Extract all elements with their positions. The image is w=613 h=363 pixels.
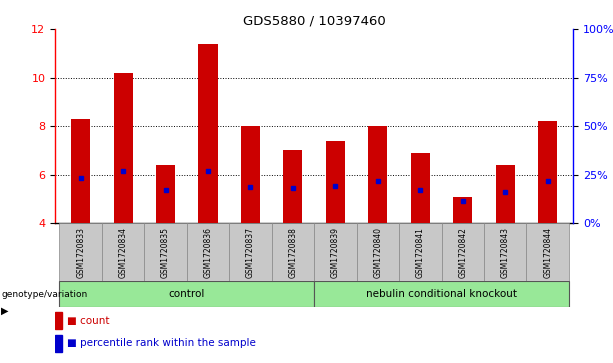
Bar <box>453 196 473 223</box>
Text: GSM1720843: GSM1720843 <box>501 227 510 278</box>
Bar <box>241 126 260 223</box>
Bar <box>71 119 90 223</box>
Bar <box>199 44 218 223</box>
Text: GSM1720842: GSM1720842 <box>459 227 467 278</box>
Text: GSM1720838: GSM1720838 <box>289 227 297 278</box>
Bar <box>368 126 387 223</box>
Bar <box>229 223 272 281</box>
Text: GSM1720839: GSM1720839 <box>331 227 340 278</box>
Bar <box>187 223 229 281</box>
Text: genotype/variation: genotype/variation <box>1 290 88 298</box>
Bar <box>496 165 515 223</box>
Bar <box>314 281 569 307</box>
Bar <box>314 223 357 281</box>
Bar <box>326 141 345 223</box>
Bar <box>59 281 314 307</box>
Text: GSM1720841: GSM1720841 <box>416 227 425 278</box>
Bar <box>441 223 484 281</box>
Text: control: control <box>169 289 205 299</box>
Bar <box>102 223 144 281</box>
Bar <box>283 150 302 223</box>
Bar <box>527 223 569 281</box>
Bar <box>156 165 175 223</box>
Bar <box>113 73 132 223</box>
Bar <box>272 223 314 281</box>
Text: GSM1720836: GSM1720836 <box>204 227 213 278</box>
Bar <box>144 223 187 281</box>
Text: GSM1720840: GSM1720840 <box>373 227 383 278</box>
Bar <box>538 121 557 223</box>
Text: GSM1720835: GSM1720835 <box>161 227 170 278</box>
Text: ■ percentile rank within the sample: ■ percentile rank within the sample <box>67 338 256 348</box>
Bar <box>399 223 441 281</box>
Title: GDS5880 / 10397460: GDS5880 / 10397460 <box>243 15 386 28</box>
Text: GSM1720834: GSM1720834 <box>118 227 128 278</box>
Bar <box>55 335 62 352</box>
Bar <box>484 223 527 281</box>
Text: nebulin conditional knockout: nebulin conditional knockout <box>366 289 517 299</box>
Text: GSM1720844: GSM1720844 <box>543 227 552 278</box>
Text: ▶: ▶ <box>1 305 9 315</box>
Bar <box>55 312 62 330</box>
Bar <box>357 223 399 281</box>
Bar <box>411 153 430 223</box>
Text: GSM1720837: GSM1720837 <box>246 227 255 278</box>
Text: GSM1720833: GSM1720833 <box>76 227 85 278</box>
Text: ■ count: ■ count <box>67 316 109 326</box>
Bar <box>59 223 102 281</box>
